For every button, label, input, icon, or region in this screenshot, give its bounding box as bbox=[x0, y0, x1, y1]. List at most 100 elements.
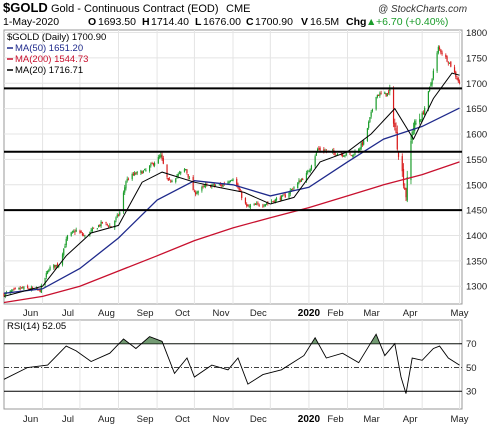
candle-body bbox=[209, 185, 212, 188]
candle bbox=[126, 176, 128, 183]
candle-body bbox=[229, 181, 232, 182]
candle bbox=[232, 178, 234, 182]
volume-label: V bbox=[301, 16, 308, 28]
watermark: @ StockCharts.com bbox=[378, 4, 467, 15]
candle-body bbox=[244, 197, 247, 204]
candle bbox=[100, 220, 102, 228]
candle-body bbox=[188, 177, 191, 179]
candle-body bbox=[193, 191, 196, 192]
price-y-tick-label: 1800 bbox=[466, 28, 487, 39]
candle-body bbox=[341, 154, 344, 156]
candle bbox=[183, 168, 186, 173]
price-x-tick-label: Nov bbox=[213, 308, 230, 319]
legend-entry: MA(200) 1544.73 bbox=[15, 54, 88, 65]
candle-body bbox=[246, 204, 248, 206]
candle bbox=[45, 270, 47, 280]
candle bbox=[186, 168, 188, 175]
candle-body bbox=[39, 289, 41, 293]
candle-body bbox=[379, 93, 381, 96]
candle bbox=[114, 220, 116, 230]
candle bbox=[288, 191, 290, 200]
candle-body bbox=[236, 179, 238, 186]
candle-body bbox=[448, 62, 451, 64]
candle bbox=[249, 203, 252, 210]
candle-body bbox=[219, 184, 222, 186]
candle-body bbox=[73, 231, 75, 233]
candle bbox=[392, 86, 395, 128]
candle-body bbox=[421, 112, 423, 121]
candle bbox=[263, 203, 265, 208]
candle-body bbox=[116, 214, 118, 217]
candle bbox=[70, 231, 72, 237]
candle bbox=[292, 187, 294, 191]
rsi-x-tick-label: May bbox=[451, 414, 469, 425]
candle bbox=[345, 152, 347, 157]
price-y-tick-label: 1650 bbox=[466, 104, 487, 115]
candle bbox=[369, 117, 371, 123]
candle-body bbox=[456, 77, 458, 80]
candle-body bbox=[430, 83, 432, 87]
candle-body bbox=[150, 163, 152, 166]
candle-body bbox=[361, 142, 364, 146]
candle bbox=[299, 179, 301, 183]
candle-body bbox=[395, 128, 397, 134]
candle-body bbox=[79, 230, 81, 233]
candle-body bbox=[274, 199, 276, 204]
candle-body bbox=[351, 154, 354, 156]
candle bbox=[410, 135, 412, 185]
price-x-tick-label: Apr bbox=[403, 308, 418, 319]
candle bbox=[380, 90, 382, 95]
candle-body bbox=[436, 52, 438, 72]
candle-body bbox=[218, 184, 220, 186]
candle-body bbox=[97, 225, 100, 228]
candle-body bbox=[354, 151, 356, 156]
candle-body bbox=[363, 140, 365, 145]
candle-body bbox=[336, 153, 339, 156]
candle-body bbox=[81, 233, 84, 235]
candle bbox=[48, 268, 50, 273]
candle bbox=[440, 49, 442, 55]
candle-body bbox=[56, 263, 59, 267]
candle bbox=[437, 45, 439, 55]
candle bbox=[264, 204, 266, 207]
candle bbox=[448, 62, 451, 64]
candle-body bbox=[298, 180, 300, 183]
candle-body bbox=[300, 179, 303, 182]
candle-body bbox=[368, 122, 370, 128]
candle-body bbox=[100, 221, 102, 227]
candle-body bbox=[168, 179, 171, 181]
candle bbox=[445, 53, 447, 59]
candle-body bbox=[458, 81, 461, 83]
candle bbox=[14, 287, 16, 290]
candle-body bbox=[318, 148, 320, 150]
candle-body bbox=[187, 174, 189, 178]
candle-body bbox=[214, 185, 217, 187]
candle-body bbox=[32, 287, 34, 289]
candle-body bbox=[195, 192, 197, 195]
candle-body bbox=[297, 182, 299, 189]
candle-body bbox=[212, 184, 214, 185]
candle bbox=[456, 75, 458, 81]
candle-body bbox=[74, 231, 76, 233]
candle bbox=[192, 175, 194, 191]
rsi-label: RSI(14) 52.05 bbox=[7, 321, 66, 332]
candle-body bbox=[334, 152, 336, 155]
candle bbox=[175, 178, 177, 184]
candle bbox=[131, 172, 133, 181]
candle bbox=[91, 226, 93, 233]
candle bbox=[171, 179, 173, 183]
candle-body bbox=[71, 231, 74, 233]
candle-body bbox=[384, 92, 386, 95]
candle bbox=[124, 185, 126, 195]
candle-body bbox=[152, 163, 154, 166]
candle bbox=[258, 203, 260, 207]
candle-body bbox=[392, 89, 395, 124]
price-x-tick-label: Jul bbox=[62, 308, 74, 319]
candle-body bbox=[315, 151, 317, 156]
candle-body bbox=[161, 154, 163, 159]
candle bbox=[379, 91, 381, 98]
candle-body bbox=[307, 171, 309, 173]
candle-body bbox=[414, 121, 416, 132]
rsi-x-tick-label: Feb bbox=[327, 414, 343, 425]
candle-body bbox=[272, 201, 274, 203]
